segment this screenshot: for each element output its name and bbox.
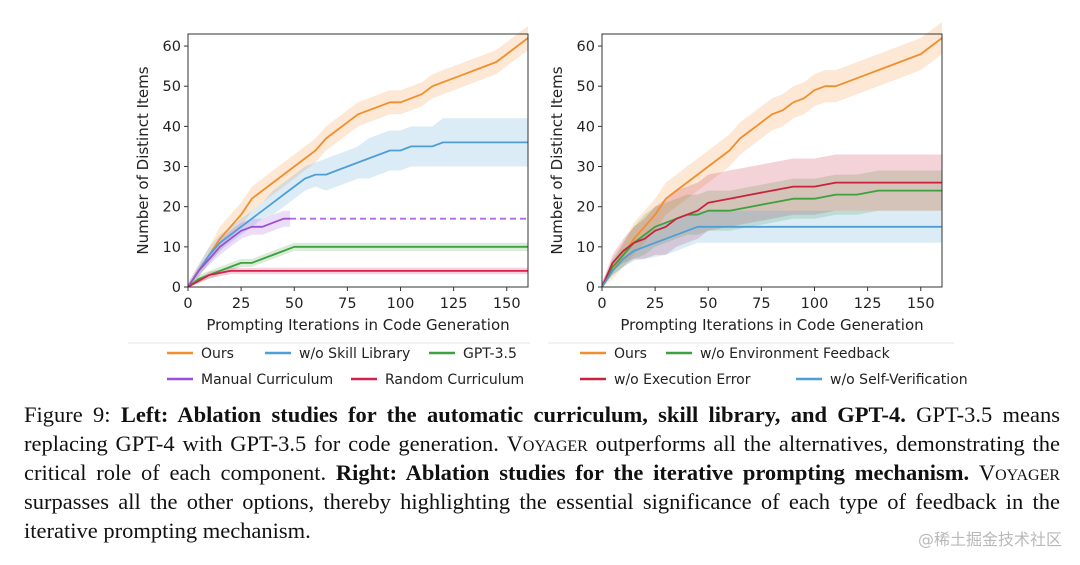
y-tick-label: 20 (577, 200, 595, 216)
x-tick-label: 0 (597, 296, 606, 312)
y-tick-label: 60 (577, 39, 595, 55)
series-band-ours (602, 22, 942, 287)
x-axis-label: Prompting Iterations in Code Generation (206, 316, 509, 334)
legend-label-gpt35: GPT-3.5 (463, 346, 517, 362)
caption-voyager-1: Voyager (506, 431, 588, 456)
y-tick-label: 30 (163, 160, 181, 176)
figure-caption: Figure 9: Left: Ablation studies for the… (24, 400, 1060, 545)
y-tick-label: 10 (163, 240, 181, 256)
series-band-gpt35 (188, 242, 528, 287)
legend-label-manual: Manual Curriculum (201, 372, 333, 388)
y-tick-label: 40 (163, 119, 181, 135)
chart-panel-left: 0 25 50 75 100 125 150 0 10 20 30 40 50 60 Prompting I… (134, 26, 529, 388)
legend-label-random: Random Curriculum (385, 372, 524, 388)
series-band-ours (188, 26, 528, 287)
y-tick-label: 30 (577, 160, 595, 176)
y-tick-label: 60 (163, 39, 181, 55)
legend-label-selfver: w/o Self-Verification (830, 372, 968, 388)
legend-label-execerr: w/o Execution Error (614, 372, 751, 388)
series-line-skill (187, 141, 528, 288)
series-line-envfb (601, 189, 942, 288)
series-line-selfver (601, 225, 942, 288)
x-tick-label: 75 (752, 296, 770, 312)
x-tick-label: 25 (646, 296, 664, 312)
legend-label-envfb: w/o Environment Feedback (700, 346, 891, 362)
caption-figure-label: Figure 9: (24, 402, 121, 427)
series-band-execerr (602, 154, 942, 287)
x-tick-label: 100 (801, 296, 829, 312)
x-tick-label: 125 (854, 296, 882, 312)
watermark: @稀土掘金技术社区 (917, 530, 1062, 549)
y-tick-label: 50 (577, 79, 595, 95)
legend-label-skill: w/o Skill Library (299, 346, 410, 362)
caption-right-heading: Right: Ablation studies for the iterativ… (335, 460, 970, 485)
y-tick-label: 20 (163, 200, 181, 216)
plot-frame (601, 33, 943, 288)
x-tick-label: 25 (232, 296, 250, 312)
series-line-manual (187, 217, 290, 288)
legend-label-ours: Ours (614, 346, 647, 362)
series-band-random (188, 267, 528, 287)
x-tick-label: 0 (183, 296, 192, 312)
series-line-ours (187, 37, 529, 288)
y-axis-label: Number of Distinct Items (548, 66, 566, 254)
series-band-selfver (602, 210, 942, 287)
x-tick-label: 50 (699, 296, 717, 312)
x-tick-label: 100 (387, 296, 415, 312)
y-tick-label: 0 (586, 280, 595, 296)
caption-left-heading: Left: Ablation studies for the automatic… (120, 402, 906, 427)
y-tick-label: 0 (172, 280, 181, 296)
chart-panel-right: 0 25 50 75 100 125 150 0 10 20 30 40 50 60 Prompting I… (548, 22, 968, 388)
series-line-execerr (601, 181, 942, 288)
y-tick-label: 40 (577, 119, 595, 135)
series-band-envfb (602, 170, 942, 287)
series-line-random (187, 269, 528, 288)
caption-text-4: surpasses all the other options, thereby… (24, 489, 1060, 543)
x-axis-label: Prompting Iterations in Code Generation (620, 316, 923, 334)
x-tick-label: 150 (907, 296, 935, 312)
y-axis-label: Number of Distinct Items (134, 66, 152, 254)
caption-voyager-2: Voyager (978, 460, 1061, 485)
series-band-manual (188, 210, 290, 287)
x-tick-label: 150 (493, 296, 521, 312)
x-tick-label: 125 (440, 296, 468, 312)
x-tick-label: 75 (338, 296, 356, 312)
plot-frame (187, 33, 529, 288)
caption-text-3 (969, 460, 979, 485)
legend-label-ours: Ours (201, 346, 234, 362)
caption-text-1: GPT-3.5 means replacing GPT-4 with GPT-3… (24, 402, 1060, 456)
y-tick-label: 10 (577, 240, 595, 256)
caption-text-2: outperforms all the alternatives, demons… (24, 431, 1060, 485)
series-line-gpt35 (187, 245, 528, 288)
y-tick-label: 50 (163, 79, 181, 95)
series-band-skill (188, 118, 528, 287)
series-line-ours (601, 37, 943, 288)
x-tick-label: 50 (285, 296, 303, 312)
